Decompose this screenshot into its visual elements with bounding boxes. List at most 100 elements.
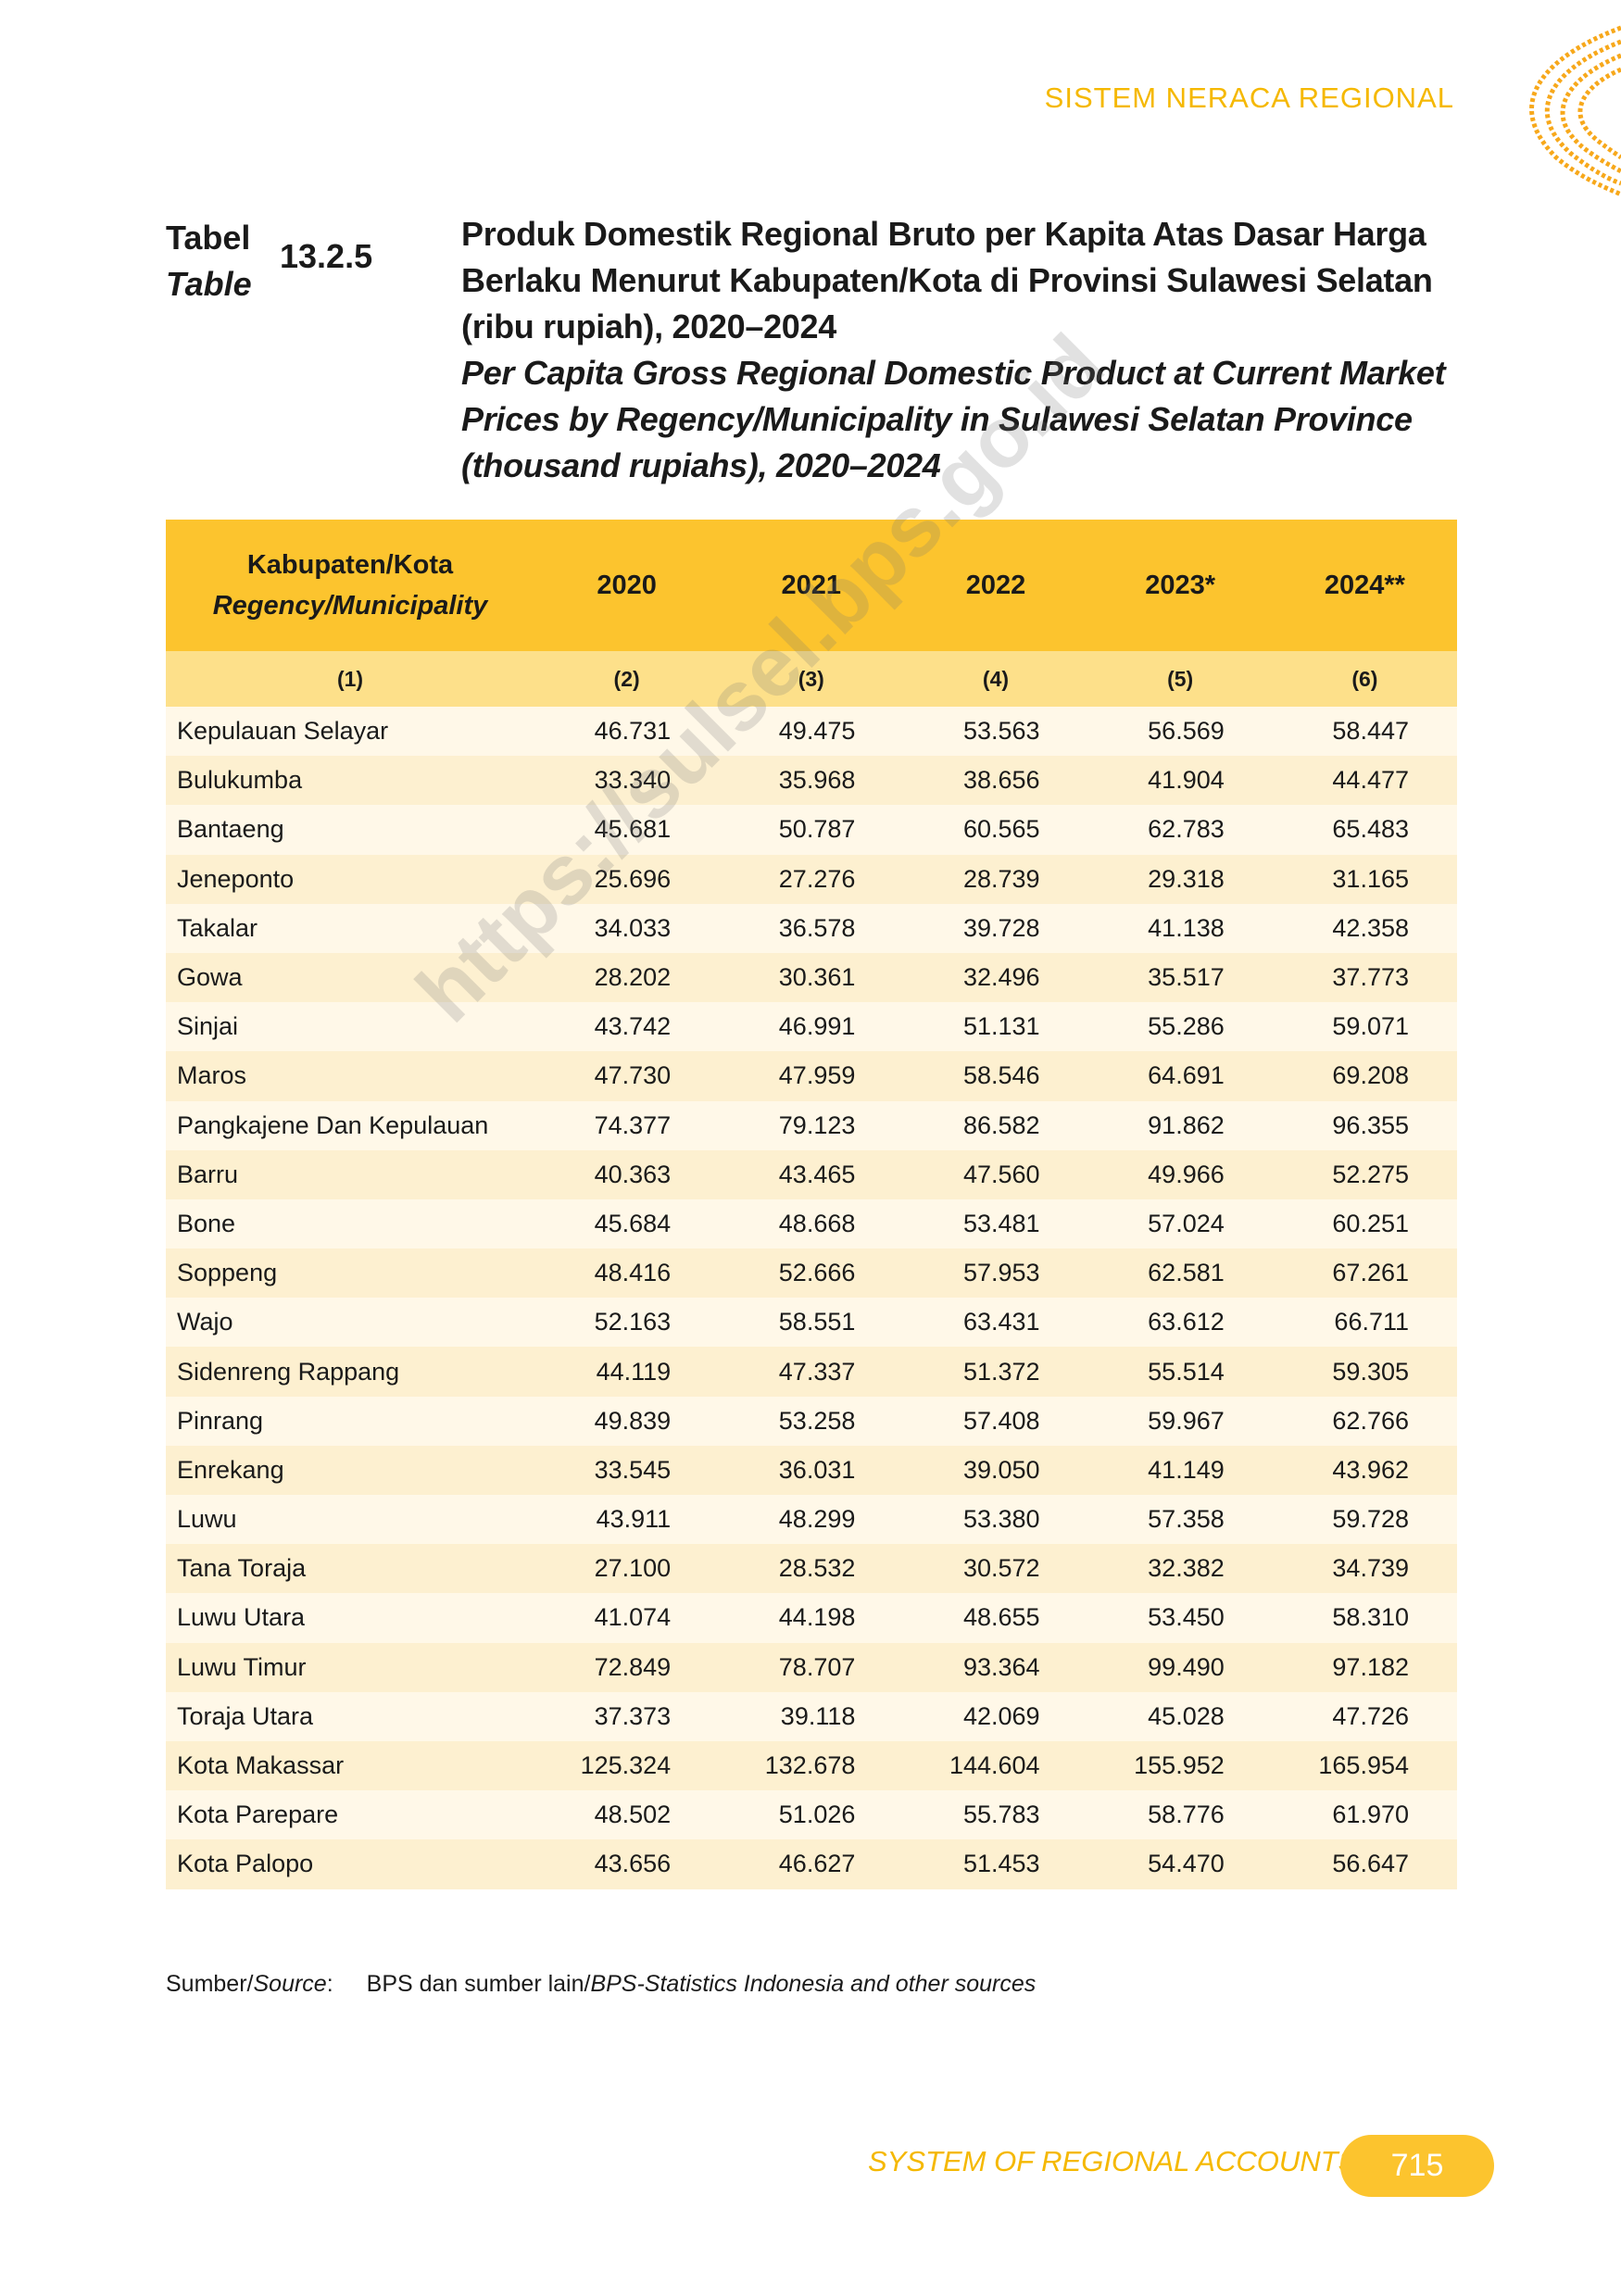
page-number: 715 xyxy=(1340,2135,1494,2197)
value-cell: 50.787 xyxy=(719,805,904,855)
value-cell: 48.668 xyxy=(719,1198,904,1249)
table-row: Maros 47.730 47.959 58.546 64.691 69.208 xyxy=(166,1051,1457,1101)
value-cell: 60.565 xyxy=(903,805,1088,855)
value-cell: 43.656 xyxy=(534,1839,720,1889)
region-name: Jeneponto xyxy=(166,854,534,904)
table-row: Luwu Utara 41.074 44.198 48.655 53.450 58.310 xyxy=(166,1593,1457,1643)
region-name: Kepulauan Selayar xyxy=(166,707,534,757)
source-note: Sumber/Source: BPS dan sumber lain/BPS-St… xyxy=(166,1971,1036,1998)
value-cell: 47.730 xyxy=(534,1051,720,1101)
value-cell: 58.776 xyxy=(1087,1790,1273,1840)
value-cell: 27.100 xyxy=(534,1544,720,1594)
value-cell: 44.198 xyxy=(719,1593,904,1643)
title-en: Per Capita Gross Regional Domestic Produ… xyxy=(461,354,1446,484)
region-name: Luwu Utara xyxy=(166,1593,534,1643)
source-label-en: Source xyxy=(253,1971,327,1997)
column-header-en: Regency/Municipality xyxy=(212,591,488,621)
table-row: Gowa 28.202 30.361 32.496 35.517 37.773 xyxy=(166,952,1457,1003)
value-cell: 28.532 xyxy=(719,1544,904,1594)
value-cell: 53.258 xyxy=(719,1396,904,1446)
value-cell: 47.337 xyxy=(719,1347,904,1397)
value-cell: 43.742 xyxy=(534,1002,720,1052)
value-cell: 55.783 xyxy=(903,1790,1088,1840)
value-cell: 39.728 xyxy=(903,903,1088,953)
column-header-id: Kabupaten/Kota xyxy=(246,550,454,580)
value-cell: 28.202 xyxy=(534,952,720,1003)
value-cell: 60.251 xyxy=(1272,1198,1457,1249)
value-cell: 45.684 xyxy=(534,1198,720,1249)
region-name: Toraja Utara xyxy=(166,1691,534,1741)
section-header: SISTEM NERACA REGIONAL xyxy=(1044,82,1454,114)
column-header: 2020 xyxy=(534,520,720,651)
region-name: Pangkajene Dan Kepulauan xyxy=(166,1100,534,1150)
column-number: (5) xyxy=(1087,651,1273,707)
value-cell: 78.707 xyxy=(719,1642,904,1692)
value-cell: 29.318 xyxy=(1087,854,1273,904)
region-name: Sinjai xyxy=(166,1002,534,1052)
value-cell: 58.310 xyxy=(1272,1593,1457,1643)
value-cell: 99.490 xyxy=(1087,1642,1273,1692)
value-cell: 45.028 xyxy=(1087,1691,1273,1741)
value-cell: 62.581 xyxy=(1087,1248,1273,1299)
table-row: Kota Makassar 125.324 132.678 144.604 155.95… xyxy=(166,1740,1457,1791)
region-name: Takalar xyxy=(166,903,534,953)
value-cell: 57.953 xyxy=(903,1248,1088,1299)
value-cell: 42.358 xyxy=(1272,903,1457,953)
value-cell: 54.470 xyxy=(1087,1839,1273,1889)
table-label: Tabel Table xyxy=(166,215,252,307)
value-cell: 53.481 xyxy=(903,1198,1088,1249)
value-cell: 53.563 xyxy=(903,707,1088,757)
region-name: Bone xyxy=(166,1198,534,1249)
table-row: Luwu 43.911 48.299 53.380 57.358 59.728 xyxy=(166,1495,1457,1545)
value-cell: 46.991 xyxy=(719,1002,904,1052)
value-cell: 43.465 xyxy=(719,1149,904,1199)
value-cell: 39.118 xyxy=(719,1691,904,1741)
value-cell: 36.031 xyxy=(719,1445,904,1495)
table-row: Pinrang 49.839 53.258 57.408 59.967 62.766 xyxy=(166,1396,1457,1446)
value-cell: 56.569 xyxy=(1087,707,1273,757)
value-cell: 59.071 xyxy=(1272,1002,1457,1052)
value-cell: 155.952 xyxy=(1087,1740,1273,1791)
value-cell: 49.839 xyxy=(534,1396,720,1446)
column-header: Kabupaten/Kota Regency/Municipality xyxy=(166,520,534,651)
value-cell: 58.447 xyxy=(1272,707,1457,757)
value-cell: 65.483 xyxy=(1272,805,1457,855)
region-name: Barru xyxy=(166,1149,534,1199)
label-en: Table xyxy=(166,265,252,303)
column-number: (1) xyxy=(166,651,534,707)
value-cell: 48.416 xyxy=(534,1248,720,1299)
region-name: Soppeng xyxy=(166,1248,534,1299)
value-cell: 47.726 xyxy=(1272,1691,1457,1741)
value-cell: 57.408 xyxy=(903,1396,1088,1446)
value-cell: 74.377 xyxy=(534,1100,720,1150)
value-cell: 165.954 xyxy=(1272,1740,1457,1791)
value-cell: 35.968 xyxy=(719,756,904,806)
value-cell: 38.656 xyxy=(903,756,1088,806)
value-cell: 59.305 xyxy=(1272,1347,1457,1397)
table-row: Bulukumba 33.340 35.968 38.656 41.904 44.477 xyxy=(166,756,1457,806)
region-name: Kota Parepare xyxy=(166,1790,534,1840)
region-name: Maros xyxy=(166,1051,534,1101)
value-cell: 86.582 xyxy=(903,1100,1088,1150)
value-cell: 57.024 xyxy=(1087,1198,1273,1249)
value-cell: 35.517 xyxy=(1087,952,1273,1003)
value-cell: 46.627 xyxy=(719,1839,904,1889)
value-cell: 39.050 xyxy=(903,1445,1088,1495)
table-row: Sidenreng Rappang 44.119 47.337 51.372 55.51… xyxy=(166,1347,1457,1397)
value-cell: 91.862 xyxy=(1087,1100,1273,1150)
table-row: Bone 45.684 48.668 53.481 57.024 60.251 xyxy=(166,1198,1457,1249)
source-separator: : xyxy=(326,1971,333,1997)
region-name: Luwu xyxy=(166,1495,534,1545)
table-row: Barru 40.363 43.465 47.560 49.966 52.275 xyxy=(166,1149,1457,1199)
value-cell: 44.119 xyxy=(534,1347,720,1397)
source-text-en: BPS-Statistics Indonesia and other sourc… xyxy=(590,1971,1037,1997)
value-cell: 97.182 xyxy=(1272,1642,1457,1692)
column-header: 2023* xyxy=(1087,520,1273,651)
value-cell: 51.372 xyxy=(903,1347,1088,1397)
value-cell: 41.149 xyxy=(1087,1445,1273,1495)
value-cell: 52.275 xyxy=(1272,1149,1457,1199)
region-name: Pinrang xyxy=(166,1396,534,1446)
region-name: Gowa xyxy=(166,952,534,1003)
value-cell: 33.545 xyxy=(534,1445,720,1495)
